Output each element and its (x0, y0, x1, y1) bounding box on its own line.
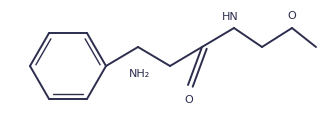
Text: HN: HN (222, 12, 238, 22)
Text: O: O (288, 11, 296, 21)
Text: NH₂: NH₂ (129, 69, 151, 79)
Text: O: O (184, 95, 193, 105)
